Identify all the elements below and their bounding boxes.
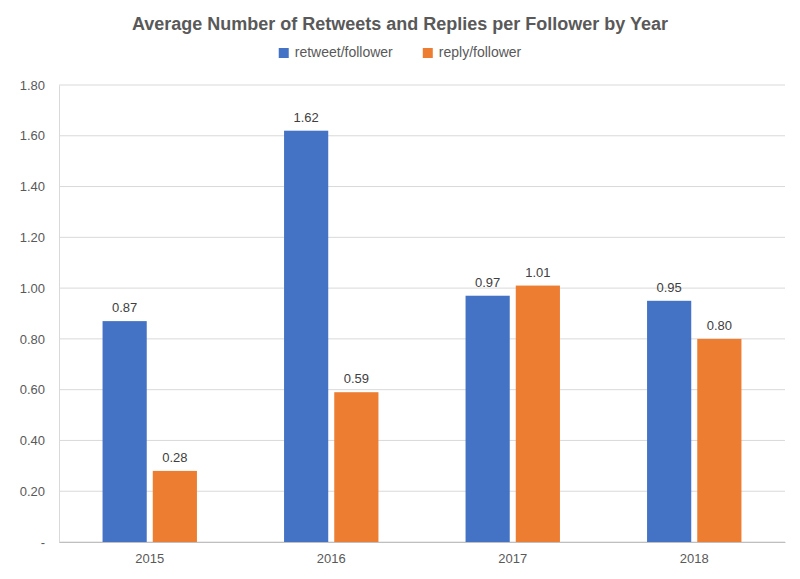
y-axis-line — [59, 86, 60, 543]
y-tick-label: 1.40 — [20, 179, 45, 194]
y-tick: 1.60 — [20, 128, 59, 143]
legend-swatch — [279, 48, 289, 58]
data-label: 0.80 — [707, 318, 732, 333]
x-tick: 2015 — [135, 542, 164, 566]
y-tick-label: 1.20 — [20, 230, 45, 245]
legend-item: retweet/follower — [279, 44, 393, 60]
legend-item: reply/follower — [423, 44, 522, 60]
x-tick: 2017 — [498, 542, 527, 566]
data-labels: 0.87 1.62 0.97 0.95 0.28 0.59 1.01 0.80 — [112, 110, 732, 465]
y-tick: 0.80 — [20, 332, 59, 347]
y-tick: 1.80 — [20, 78, 59, 93]
legend-label: reply/follower — [439, 44, 522, 60]
grid-line — [59, 135, 785, 136]
bar — [284, 131, 328, 542]
y-tick-label: 0.40 — [20, 433, 45, 448]
legend-label: retweet/follower — [295, 44, 393, 60]
y-tick: 0.40 — [20, 433, 59, 448]
data-label: 0.28 — [162, 450, 187, 465]
grid-line — [59, 237, 785, 238]
y-tick-label: 1.80 — [20, 78, 45, 93]
x-axis: 2015 2016 2017 2018 — [60, 542, 786, 566]
x-tick-label: 2018 — [680, 551, 709, 566]
x-tick-label: 2015 — [135, 551, 164, 566]
x-axis-line — [60, 542, 786, 543]
bar — [334, 392, 378, 542]
bar — [647, 301, 691, 542]
y-tick: 0.20 — [20, 484, 59, 499]
bar — [466, 296, 510, 542]
legend-swatch — [423, 48, 433, 58]
y-tick: 1.00 — [20, 281, 59, 296]
title: Average Number of Retweets and Replies p… — [132, 14, 668, 34]
x-tick-label: 2016 — [317, 551, 346, 566]
x-tick: 2016 — [317, 542, 346, 566]
grid-line — [59, 85, 785, 86]
bar — [153, 471, 197, 542]
y-axis: - 0.20 0.40 0.60 0.80 1.00 1.20 1.40 1.60 1.80 — [20, 78, 60, 550]
bar — [103, 321, 147, 542]
legend: retweet/follower reply/follower — [279, 44, 522, 60]
x-tick: 2018 — [680, 542, 709, 566]
y-tick-label: 1.00 — [20, 281, 45, 296]
bars — [103, 131, 742, 542]
y-tick-label: - — [41, 535, 45, 550]
grid — [59, 85, 785, 542]
data-label: 1.62 — [293, 110, 318, 125]
y-tick: 1.20 — [20, 230, 59, 245]
bar — [697, 339, 741, 542]
y-tick: 1.40 — [20, 179, 59, 194]
y-tick: - — [41, 535, 59, 550]
y-tick-label: 0.80 — [20, 332, 45, 347]
y-tick-label: 0.20 — [20, 484, 45, 499]
data-label: 1.01 — [525, 265, 550, 280]
data-label: 0.95 — [656, 280, 681, 295]
data-label: 0.87 — [112, 300, 137, 315]
y-tick-label: 1.60 — [20, 128, 45, 143]
y-tick: 0.60 — [20, 382, 59, 397]
chart: Average Number of Retweets and Replies p… — [0, 0, 800, 579]
data-label: 0.97 — [475, 275, 500, 290]
x-tick-label: 2017 — [498, 551, 527, 566]
data-label: 0.59 — [344, 371, 369, 386]
grid-line — [59, 186, 785, 187]
bar — [516, 286, 560, 542]
y-tick-label: 0.60 — [20, 382, 45, 397]
